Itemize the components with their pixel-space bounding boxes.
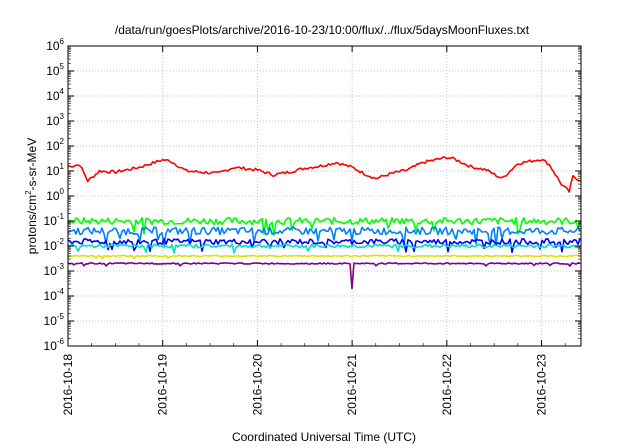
- x-tick-label: 2016-10-21: [345, 354, 359, 416]
- series-line-5: [67, 243, 581, 254]
- y-tick-label: 10-1: [44, 212, 65, 228]
- y-tick-label: 10-4: [44, 287, 65, 303]
- x-tick-label: 2016-10-20: [250, 354, 264, 416]
- y-tick-label: 104: [46, 87, 64, 103]
- y-tick-label: 103: [46, 112, 64, 128]
- y-tick-label: 105: [46, 62, 64, 78]
- x-tick-label: 2016-10-23: [535, 354, 549, 416]
- x-axis-label: Coordinated Universal Time (UTC): [232, 430, 416, 444]
- y-axis-label-rest: -s-sr-MeV: [25, 138, 39, 191]
- series-line-7: [67, 261, 581, 290]
- series-line-4: [67, 238, 581, 254]
- y-axis-label: protons/cm2-s-sr-MeV: [24, 138, 39, 254]
- y-axis-label-sup: 2: [24, 190, 33, 195]
- y-tick-label: 100: [46, 187, 64, 203]
- chart-title: /data/run/goesPlots/archive/2016-10-23/1…: [115, 23, 530, 37]
- x-tick-label: 2016-10-19: [156, 354, 170, 416]
- y-tick-label: 106: [46, 37, 64, 53]
- y-tick-label: 10-6: [44, 337, 65, 353]
- y-tick-label: 10-2: [44, 237, 65, 253]
- series-line-3: [67, 226, 581, 247]
- grid: [68, 46, 581, 346]
- y-tick-label: 101: [46, 162, 64, 178]
- y-axis-label-main: protons/cm: [25, 195, 39, 254]
- series-group: [67, 156, 582, 290]
- x-axis: 2016-10-18 2016-10-19 2016-10-20 2016-10-21…: [61, 46, 566, 416]
- series-line-1: [67, 156, 582, 193]
- x-tick-label: 2016-10-22: [440, 354, 454, 416]
- series-line-6: [68, 254, 581, 260]
- y-axis: 106 105 104 103 102 101 100 10-1 10-2 10-3 10-4 10-…: [44, 37, 581, 353]
- y-tick-label: 10-3: [44, 262, 65, 278]
- plot-frame: [67, 45, 582, 347]
- x-tick-label: 2016-10-18: [61, 354, 75, 416]
- y-tick-label: 102: [46, 137, 64, 153]
- series-line-2: [67, 216, 581, 236]
- y-tick-label: 10-5: [44, 312, 65, 328]
